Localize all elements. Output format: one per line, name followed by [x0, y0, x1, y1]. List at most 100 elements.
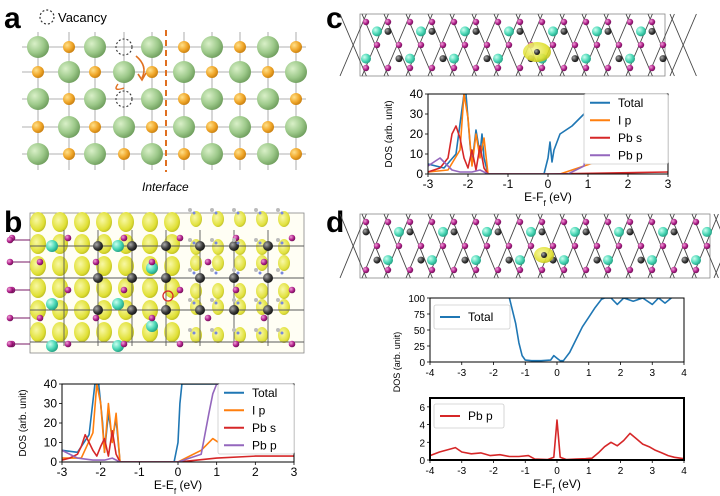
organic-atom	[236, 211, 240, 215]
dark-atom	[483, 55, 491, 63]
orange-atom	[206, 66, 218, 78]
legend-box	[433, 304, 511, 330]
magenta-atom	[516, 218, 524, 226]
organic-atom	[258, 301, 262, 305]
dark-atom	[93, 273, 103, 283]
magenta-atom	[64, 286, 72, 294]
magenta-atom	[406, 266, 414, 274]
interface-structure-c	[339, 13, 697, 77]
charge-isosurface	[30, 278, 46, 298]
dark-atom	[428, 27, 436, 35]
organic-atom	[236, 331, 240, 335]
magenta-atom	[494, 18, 502, 26]
charge-isosurface	[142, 212, 158, 232]
orange-atom	[32, 66, 44, 78]
organic-atom	[188, 238, 192, 242]
cyan-atom	[383, 255, 393, 266]
magenta-atom	[604, 266, 612, 274]
cyan-atom	[427, 255, 437, 266]
magenta-atom	[593, 242, 601, 250]
y-tick-label: 25	[414, 342, 426, 353]
x-axis-label-unit: (eV)	[176, 478, 202, 492]
organic-atom	[210, 298, 214, 302]
y-tick-label: 20	[410, 127, 424, 141]
dark-atom	[229, 273, 239, 283]
organic-atom	[214, 331, 218, 335]
x-tick-label: -1	[521, 368, 530, 379]
legend-entry: I p	[252, 403, 266, 417]
magenta-atom	[560, 18, 568, 26]
magenta-atom	[494, 266, 502, 274]
dark-atom	[127, 305, 137, 315]
green-atom	[173, 61, 195, 83]
legend-box	[433, 403, 505, 429]
orange-atom	[63, 148, 75, 160]
magenta-atom	[450, 64, 458, 72]
magenta-atom	[626, 266, 634, 274]
charge-isosurface	[278, 211, 290, 227]
magenta-atom	[384, 218, 392, 226]
cyan-atom	[691, 255, 701, 266]
green-atom	[285, 61, 307, 83]
cyan-atom	[548, 26, 558, 37]
dark-atom	[560, 27, 568, 35]
y-tick-label: 30	[44, 397, 58, 411]
magenta-atom	[417, 242, 425, 250]
vacancy-highlight	[162, 290, 174, 302]
dark-atom	[406, 228, 414, 236]
orange-atom	[146, 121, 158, 133]
cyan-atom	[146, 320, 158, 332]
y-tick-label: 6	[419, 403, 425, 414]
dark-atom	[373, 256, 381, 264]
x-tick-label: 0	[545, 177, 552, 191]
green-atom	[141, 36, 163, 58]
charge-isosurface	[118, 212, 134, 232]
charge-isosurface	[212, 211, 224, 227]
x-tick-label: 3	[291, 465, 298, 479]
charge-isosurface	[52, 212, 68, 232]
magenta-atom	[362, 218, 370, 226]
y-tick-label: 100	[408, 294, 425, 305]
panel-label-b: b	[4, 206, 22, 239]
organic-atom	[276, 208, 280, 212]
legend-entry: Pb p	[468, 409, 493, 423]
magenta-atom	[538, 18, 546, 26]
x-tick-label: 3	[665, 177, 672, 191]
y-tick-label: 10	[410, 147, 424, 161]
green-atom	[113, 61, 135, 83]
magenta-atom	[384, 64, 392, 72]
green-atom	[201, 143, 223, 165]
organic-atom	[188, 268, 192, 272]
charge-isosurface	[30, 256, 46, 276]
cyan-atom	[526, 226, 536, 237]
magenta-atom	[582, 64, 590, 72]
magenta-atom	[439, 41, 447, 49]
charge-isosurface	[118, 256, 134, 276]
dark-atom	[263, 305, 273, 315]
magenta-atom	[148, 258, 156, 266]
magenta-atom	[417, 41, 425, 49]
legend-box	[583, 93, 669, 165]
dos-chart-d-pbp: -4 -3 -2 -1 0 1 2 3 4 0 2 4 6 E-Ff (eV) Pb p	[419, 397, 687, 495]
cyan-atom	[559, 255, 569, 266]
charge-isosurface	[30, 212, 46, 232]
charge-isosurface	[212, 327, 224, 343]
dark-atom	[439, 55, 447, 63]
bond	[339, 13, 367, 77]
magenta-atom	[6, 258, 14, 266]
magenta-atom	[232, 286, 240, 294]
magenta-atom	[64, 340, 72, 348]
charge-isosurface	[212, 299, 224, 315]
x-tick-label: -1	[134, 465, 145, 479]
charge-isosurface	[74, 234, 90, 254]
magenta-atom	[659, 242, 667, 250]
magenta-atom	[6, 286, 14, 294]
dark-atom	[161, 241, 171, 251]
magenta-atom	[593, 41, 601, 49]
organic-atom	[280, 211, 284, 215]
charge-isosurface	[164, 322, 180, 342]
magenta-atom	[92, 258, 100, 266]
orange-atom	[118, 148, 130, 160]
organic-atom	[254, 238, 258, 242]
